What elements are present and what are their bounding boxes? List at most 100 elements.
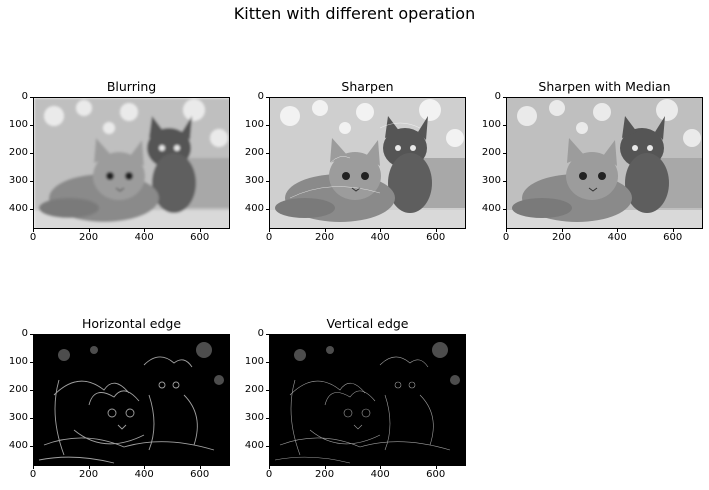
- y-tick-mark: [266, 152, 269, 154]
- x-tick-label: 600: [190, 232, 210, 243]
- x-tick-label: 0: [502, 232, 510, 243]
- x-tick-mark: [144, 466, 146, 469]
- y-tick-label: 100: [8, 355, 28, 367]
- x-tick-mark: [380, 466, 382, 469]
- y-tick-mark: [30, 334, 33, 335]
- image-axes: [33, 334, 230, 466]
- y-tick-label: 200: [8, 146, 28, 158]
- x-tick-label: 400: [370, 469, 390, 480]
- y-tick-label: 100: [244, 118, 264, 130]
- y-tick-mark: [266, 417, 269, 419]
- x-tick-mark: [88, 229, 90, 232]
- x-tick-mark: [33, 229, 34, 232]
- x-tick-mark: [324, 466, 326, 469]
- y-tick-mark: [503, 97, 506, 98]
- y-tick-mark: [266, 334, 269, 335]
- y-tick-mark: [30, 97, 33, 98]
- image-axes: [33, 97, 230, 229]
- image-axes: [506, 97, 703, 229]
- y-tick-mark: [30, 152, 33, 154]
- x-tick-mark: [33, 466, 34, 469]
- x-tick-label: 0: [265, 232, 273, 243]
- y-tick-mark: [266, 180, 269, 182]
- image-axes: [269, 97, 466, 229]
- x-tick-mark: [88, 466, 90, 469]
- y-tick-mark: [503, 208, 506, 210]
- y-tick-mark: [266, 208, 269, 210]
- y-tick-mark: [266, 97, 269, 98]
- kitten-image: [34, 335, 229, 465]
- y-tick-label: 200: [8, 383, 28, 395]
- y-tick-label: 0: [257, 328, 264, 339]
- y-tick-mark: [30, 361, 33, 363]
- x-tick-label: 600: [190, 469, 210, 480]
- y-tick-mark: [30, 445, 33, 447]
- subplot-title: Sharpen with Median: [538, 79, 671, 94]
- y-tick-label: 400: [244, 202, 264, 214]
- y-tick-label: 300: [481, 174, 501, 186]
- y-tick-mark: [30, 389, 33, 391]
- x-tick-label: 200: [315, 232, 335, 243]
- y-tick-label: 100: [244, 355, 264, 367]
- x-tick-mark: [269, 229, 270, 232]
- x-tick-mark: [199, 229, 201, 232]
- figure-title: Kitten with different operation: [233, 4, 476, 23]
- x-tick-mark: [561, 229, 563, 232]
- y-tick-label: 200: [244, 146, 264, 158]
- subplot-blur: Blurring 0: [9, 79, 230, 243]
- y-tick-mark: [266, 361, 269, 363]
- x-tick-label: 200: [315, 469, 335, 480]
- y-tick-label: 300: [244, 174, 264, 186]
- y-tick-mark: [503, 124, 506, 126]
- y-tick-label: 200: [481, 146, 501, 158]
- x-tick-mark: [506, 229, 507, 232]
- x-tick-mark: [617, 229, 619, 232]
- x-tick-label: 600: [426, 232, 446, 243]
- x-tick-label: 600: [663, 232, 683, 243]
- subplot-title: Horizontal edge: [81, 316, 182, 331]
- kitten-image: [34, 98, 229, 228]
- subplot-median: Sharpen with Median: [482, 79, 703, 243]
- x-tick-label: 400: [134, 469, 154, 480]
- x-tick-label: 400: [607, 232, 627, 243]
- x-tick-mark: [199, 466, 201, 469]
- y-tick-mark: [30, 124, 33, 126]
- x-tick-label: 600: [426, 469, 446, 480]
- x-tick-mark: [269, 466, 270, 469]
- y-tick-label: 0: [21, 328, 28, 339]
- image-axes: [269, 334, 466, 466]
- y-tick-label: 300: [8, 411, 28, 423]
- y-tick-mark: [503, 180, 506, 182]
- y-tick-label: 300: [244, 411, 264, 423]
- y-tick-label: 400: [8, 439, 28, 451]
- x-tick-label: 0: [29, 469, 37, 480]
- y-tick-mark: [266, 389, 269, 391]
- y-tick-mark: [30, 180, 33, 182]
- subplot-title: Sharpen: [341, 79, 394, 94]
- y-tick-label: 400: [244, 439, 264, 451]
- y-tick-label: 0: [257, 91, 264, 102]
- y-tick-label: 100: [8, 118, 28, 130]
- y-tick-label: 300: [8, 174, 28, 186]
- x-tick-label: 400: [370, 232, 390, 243]
- subplot-title: Blurring: [106, 79, 157, 94]
- x-tick-label: 200: [79, 232, 99, 243]
- y-tick-label: 400: [8, 202, 28, 214]
- x-tick-mark: [144, 229, 146, 232]
- y-tick-mark: [266, 445, 269, 447]
- kitten-image: [270, 335, 465, 465]
- y-tick-label: 0: [21, 91, 28, 102]
- x-tick-label: 200: [79, 469, 99, 480]
- kitten-image: [507, 98, 702, 228]
- x-tick-mark: [324, 229, 326, 232]
- y-tick-label: 100: [481, 118, 501, 130]
- x-tick-mark: [672, 229, 674, 232]
- x-tick-label: 200: [552, 232, 572, 243]
- subplot-hedge: Horizontal edge 0 100 200 300 400 0 200 400 600: [9, 316, 230, 480]
- x-tick-mark: [380, 229, 382, 232]
- x-tick-label: 0: [29, 232, 37, 243]
- y-tick-mark: [503, 152, 506, 154]
- subplot-vedge: Vertical edge 0 100 200 300 400 0 200 400 600: [245, 316, 466, 480]
- kitten-image: [270, 98, 465, 228]
